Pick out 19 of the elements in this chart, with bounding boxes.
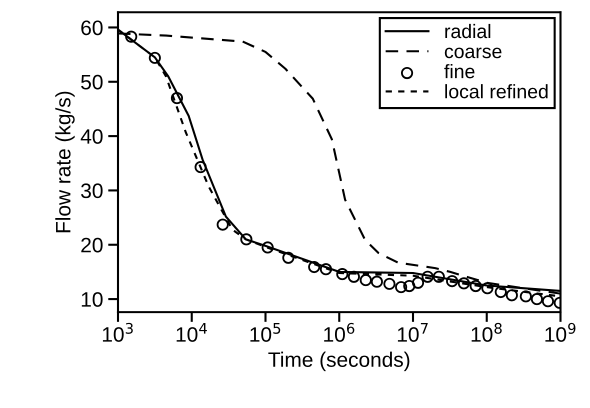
y-tick-label: 40	[80, 129, 103, 144]
y-tick-label: 20	[81, 238, 103, 253]
y-tick-label: 60	[81, 20, 103, 36]
legend-label: radial	[445, 24, 490, 38]
x-tick-label: 10$^{5}$	[250, 323, 280, 342]
legend-label: coarse	[444, 48, 502, 58]
x-axis-title: Time (seconds)	[268, 352, 410, 372]
x-tick-label: 10$^{3}$	[102, 322, 133, 342]
x-tick-label: 10$^{8}$	[472, 322, 502, 342]
y-axis-title: Flow rate (kg/s)	[55, 92, 75, 232]
x-tick-label: 10$^{4}$	[176, 323, 207, 342]
x-tick-label: 10$^{6}$	[324, 322, 354, 342]
y-tick-label: 10	[82, 292, 103, 307]
legend-label: local refined	[445, 84, 548, 98]
y-tick-label: 30	[81, 183, 103, 198]
x-tick-label: 10$^{9}$	[545, 322, 576, 342]
x-tick-label: 10$^{7}$	[398, 323, 428, 342]
y-tick-label: 50	[81, 74, 103, 90]
legend-label: fine	[444, 64, 474, 78]
